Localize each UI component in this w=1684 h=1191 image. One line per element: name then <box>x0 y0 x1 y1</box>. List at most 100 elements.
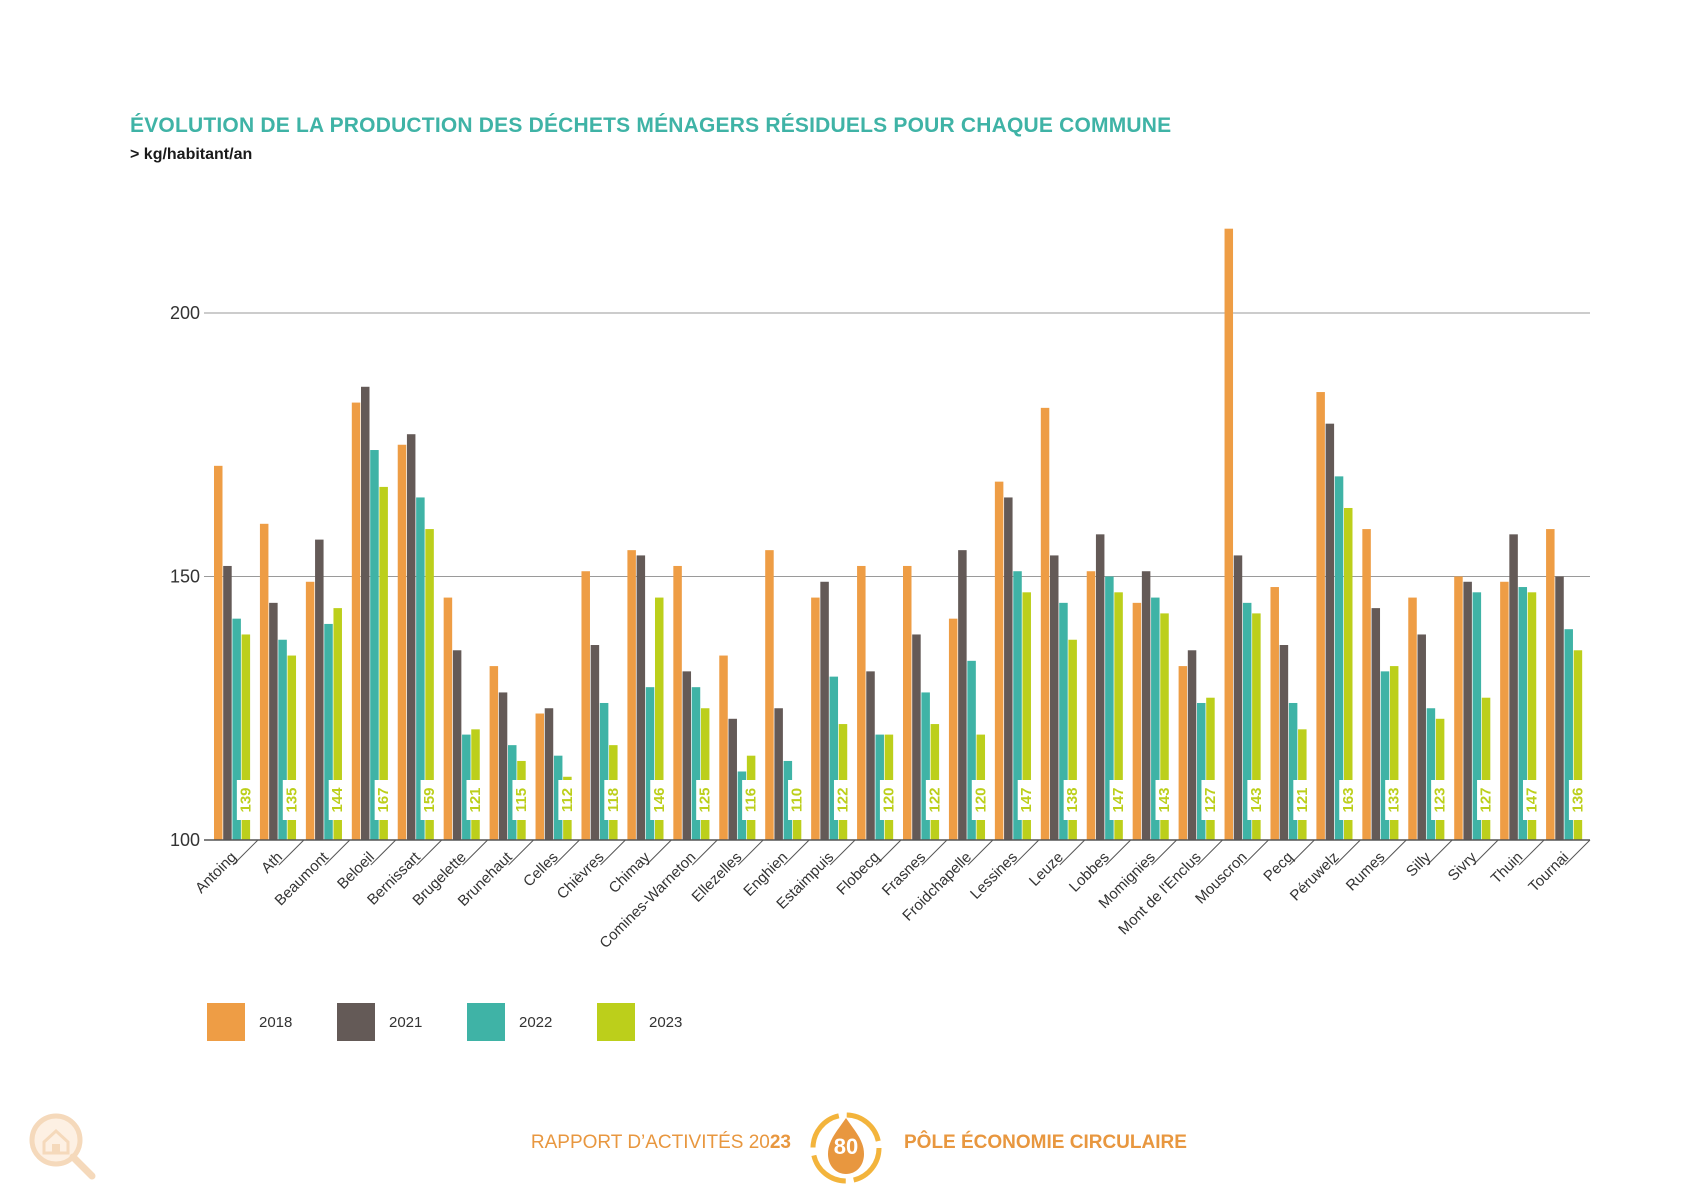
data-label-bg-3 <box>374 780 393 820</box>
data-label-bg-28 <box>1522 780 1541 820</box>
data-label-bg-26 <box>1431 780 1450 820</box>
data-label-bg-6 <box>512 780 531 820</box>
data-label-12: 110 <box>789 788 806 812</box>
x-tick-28 <box>1518 839 1545 866</box>
bar-2023-19 <box>1114 592 1123 840</box>
data-label-bg-29 <box>1568 780 1587 820</box>
bar-2021-16 <box>958 550 967 840</box>
data-label-18: 138 <box>1064 787 1081 812</box>
bar-2022-4 <box>416 497 425 840</box>
bar-2023-4 <box>425 529 434 840</box>
x-tick-label-25: Rumes <box>1343 849 1389 895</box>
bar-2018-12 <box>765 550 774 840</box>
bar-2022-16 <box>967 660 976 840</box>
data-label-bg-4 <box>420 780 439 820</box>
data-label-0: 139 <box>237 787 254 812</box>
footer-section-title: PÔLE ÉCONOMIE CIRCULAIRE <box>904 1132 1187 1153</box>
bar-2018-4 <box>397 444 407 840</box>
x-tick-16 <box>967 839 994 866</box>
x-tick-label-17: Lessines <box>967 849 1021 903</box>
bar-2022-15 <box>921 692 930 840</box>
x-tick-0 <box>232 839 259 866</box>
x-tick-21 <box>1197 839 1223 866</box>
data-label-7: 112 <box>559 788 576 812</box>
bar-2023-25 <box>1389 666 1399 840</box>
bar-2018-26 <box>1408 597 1417 840</box>
bar-2018-9 <box>627 550 636 840</box>
data-label-2: 144 <box>329 787 346 813</box>
bar-2023-1 <box>287 655 297 840</box>
bar-2018-6 <box>489 666 499 840</box>
x-tick-12 <box>783 839 810 866</box>
x-tick-10 <box>691 839 718 866</box>
bar-2022-6 <box>508 745 517 840</box>
legend-swatch-2021 <box>337 1003 375 1041</box>
x-tick-14 <box>875 839 902 866</box>
bar-2018-18 <box>1040 407 1050 840</box>
bar-2018-29 <box>1546 529 1555 840</box>
data-label-9: 146 <box>651 787 668 812</box>
bar-2021-10 <box>682 671 692 840</box>
x-tick-label-26: Silly <box>1403 848 1435 880</box>
x-tick-5 <box>462 839 488 866</box>
bar-2022-10 <box>691 687 701 840</box>
x-tick-4 <box>416 839 443 866</box>
bar-2021-8 <box>590 645 600 840</box>
data-label-bg-1 <box>282 780 301 820</box>
bar-2021-14 <box>866 671 875 840</box>
x-tick-label-21: Mont de l'Enclus <box>1115 849 1205 939</box>
data-label-bg-25 <box>1385 780 1404 820</box>
x-tick-label-14: Flobecq <box>833 849 883 899</box>
bar-2018-17 <box>994 481 1004 840</box>
bar-2022-0 <box>232 618 241 840</box>
data-label-bg-7 <box>558 780 577 820</box>
bar-2018-22 <box>1224 228 1234 840</box>
legend-item-2018: 2018 <box>207 1003 337 1041</box>
x-tick-11 <box>737 839 764 866</box>
bar-2022-28 <box>1518 587 1528 840</box>
x-tick-20 <box>1151 839 1177 866</box>
x-tick-13 <box>829 839 856 866</box>
data-label-4: 159 <box>421 787 438 812</box>
page-number: 80 <box>833 1134 859 1159</box>
legend-label-2023: 2023 <box>649 1013 683 1031</box>
data-label-8: 118 <box>605 788 622 812</box>
legend-item-2023: 2023 <box>597 1003 727 1041</box>
data-label-bg-0 <box>236 780 255 820</box>
bar-2022-27 <box>1472 592 1482 840</box>
bar-2022-21 <box>1197 702 1206 840</box>
data-label-21: 127 <box>1202 787 1219 812</box>
bar-2021-28 <box>1509 534 1518 840</box>
bar-2023-0 <box>241 634 251 840</box>
bar-2022-7 <box>553 755 563 840</box>
data-label-28: 147 <box>1523 787 1540 812</box>
data-label-20: 143 <box>1156 787 1173 812</box>
bar-2018-28 <box>1500 581 1509 840</box>
data-label-bg-17 <box>1017 780 1036 820</box>
bar-chart: 100150200139Antoing135Ath144Beaumont167B… <box>170 228 1591 952</box>
bar-2023-27 <box>1481 697 1491 840</box>
data-label-bg-18 <box>1063 780 1082 820</box>
x-tick-3 <box>370 839 397 866</box>
bar-2021-27 <box>1463 581 1472 840</box>
bar-2018-21 <box>1178 666 1188 840</box>
bar-2021-1 <box>269 602 278 840</box>
bar-2022-17 <box>1013 571 1022 840</box>
data-label-14: 120 <box>880 787 897 812</box>
data-label-bg-13 <box>833 780 852 820</box>
bar-2021-15 <box>912 634 921 840</box>
legend-swatch-2023 <box>597 1003 635 1041</box>
bar-2022-3 <box>370 450 379 840</box>
x-tick-label-8: Chièvres <box>554 849 608 903</box>
x-tick-29 <box>1564 839 1591 866</box>
x-tick-18 <box>1059 839 1086 866</box>
bar-2022-2 <box>324 623 333 840</box>
x-tick-label-23: Pecq <box>1260 849 1296 885</box>
bar-2023-29 <box>1573 650 1583 840</box>
data-label-16: 120 <box>972 787 989 812</box>
x-tick-label-0: Antoing <box>192 849 240 897</box>
drop-arrows-icon <box>810 1112 882 1184</box>
bar-2023-26 <box>1435 718 1445 840</box>
bar-2022-24 <box>1334 476 1344 840</box>
bar-2018-19 <box>1086 571 1096 840</box>
